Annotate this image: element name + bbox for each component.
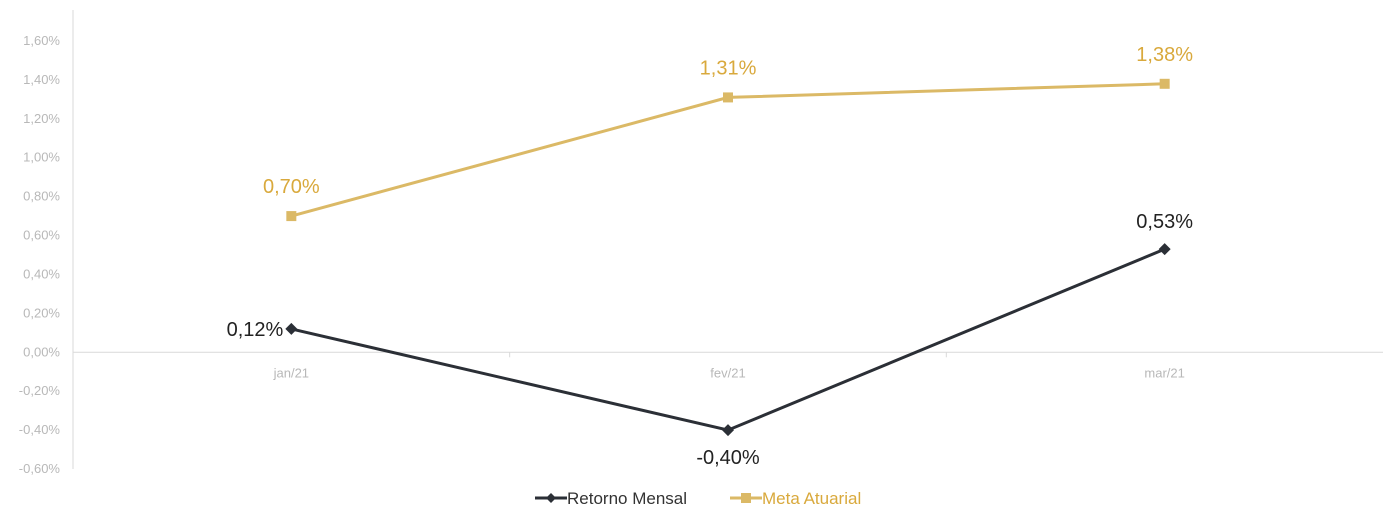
square-marker — [286, 211, 297, 222]
legend-item-retorno-mensal: Retorno Mensal — [535, 489, 687, 508]
data-label: 0,12% — [227, 319, 284, 341]
series-1: 0,12% -0,40% 0,53% — [227, 211, 1194, 469]
y-tick-label: 0,20% — [23, 305, 60, 320]
data-label: 1,38% — [1136, 44, 1193, 66]
data-label: 1,31% — [700, 57, 757, 79]
diamond-marker — [722, 424, 734, 437]
x-tick-label: mar/21 — [1144, 365, 1184, 380]
y-tick-label: 0,60% — [23, 228, 60, 243]
y-tick-label: 1,20% — [23, 111, 60, 126]
legend: Retorno Mensal Meta Atuarial — [535, 489, 861, 508]
square-marker — [1159, 78, 1170, 89]
series-line — [290, 247, 1166, 432]
legend-label: Retorno Mensal — [567, 489, 687, 508]
series-layer: 0,12% -0,40% 0,53% 0,70% 1,31% 1,38% — [227, 44, 1194, 469]
x-tick-label: jan/21 — [273, 365, 309, 380]
diamond-icon — [546, 493, 556, 503]
y-axis-tick-labels: 1,60% 1,40% 1,20% 1,00% 0,80% 0,60% 0,40% 0,20%… — [19, 33, 61, 476]
data-label: -0,40% — [696, 447, 760, 469]
series-line — [290, 82, 1165, 218]
data-label: 0,70% — [263, 176, 320, 198]
diamond-marker — [1158, 243, 1171, 256]
axes — [72, 10, 1383, 469]
y-tick-label: 0,00% — [23, 344, 60, 359]
data-label: 0,53% — [1136, 211, 1193, 233]
y-tick-label: 0,40% — [23, 266, 60, 281]
series-2: 0,70% 1,31% 1,38% — [263, 44, 1193, 222]
y-tick-label: -0,20% — [19, 383, 61, 398]
x-tick-label: fev/21 — [710, 365, 745, 380]
square-icon — [741, 493, 751, 503]
legend-item-meta-atuarial: Meta Atuarial — [730, 489, 861, 508]
legend-label: Meta Atuarial — [762, 489, 861, 508]
y-tick-label: -0,60% — [19, 461, 61, 476]
y-tick-label: 1,40% — [23, 72, 60, 87]
y-tick-label: 1,00% — [23, 150, 60, 165]
square-marker — [723, 92, 733, 103]
x-axis-tick-labels: jan/21 fev/21 mar/21 — [273, 365, 1185, 380]
diamond-marker — [285, 322, 298, 335]
y-tick-label: 1,60% — [23, 33, 60, 48]
y-tick-label: 0,80% — [23, 189, 60, 204]
y-tick-label: -0,40% — [19, 422, 61, 437]
